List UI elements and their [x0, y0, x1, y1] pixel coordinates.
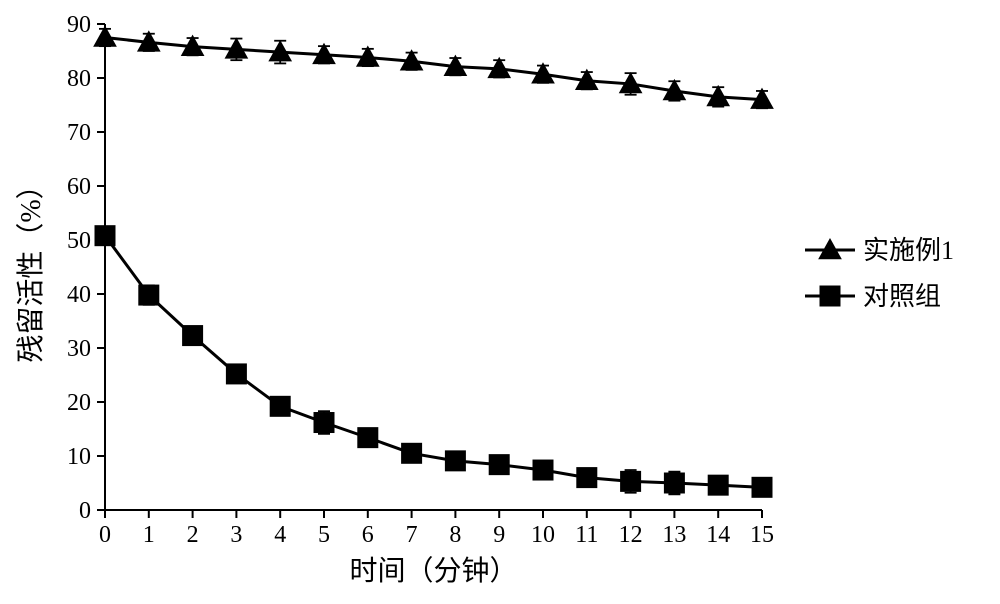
- data-marker: [445, 451, 465, 471]
- data-marker: [183, 326, 203, 346]
- x-tick-label: 7: [406, 522, 418, 548]
- x-tick-label: 13: [662, 522, 686, 548]
- x-tick-label: 10: [531, 522, 555, 548]
- y-tick-label: 90: [67, 12, 91, 38]
- x-tick-label: 3: [230, 522, 242, 548]
- x-tick-label: 2: [187, 522, 199, 548]
- x-tick-label: 9: [493, 522, 505, 548]
- data-marker: [358, 428, 378, 448]
- x-tick-label: 4: [274, 522, 286, 548]
- x-tick-label: 6: [362, 522, 374, 548]
- x-tick-label: 0: [99, 522, 111, 548]
- y-tick-label: 60: [67, 174, 91, 200]
- y-tick-label: 50: [67, 228, 91, 254]
- data-marker: [226, 364, 246, 384]
- legend-marker: [820, 286, 840, 306]
- data-marker: [621, 471, 641, 491]
- data-marker: [95, 226, 115, 246]
- y-tick-label: 40: [67, 282, 91, 308]
- x-tick-label: 8: [449, 522, 461, 548]
- data-marker: [314, 413, 334, 433]
- y-tick-label: 80: [67, 66, 91, 92]
- chart-container: 0102030405060708090012345678910111213141…: [0, 0, 1000, 599]
- data-marker: [664, 473, 684, 493]
- x-tick-label: 14: [706, 522, 730, 548]
- data-marker: [708, 475, 728, 495]
- data-marker: [752, 477, 772, 497]
- x-tick-label: 5: [318, 522, 330, 548]
- y-axis-label: 残留活性（%）: [15, 171, 47, 362]
- y-tick-label: 30: [67, 336, 91, 362]
- data-marker: [402, 443, 422, 463]
- x-axis-label: 时间（分钟）: [349, 555, 517, 587]
- x-tick-label: 11: [575, 522, 598, 548]
- x-tick-label: 1: [143, 522, 155, 548]
- data-marker: [533, 460, 553, 480]
- x-tick-label: 15: [750, 522, 774, 548]
- y-tick-label: 20: [67, 390, 91, 416]
- line-chart: 0102030405060708090012345678910111213141…: [0, 0, 1000, 599]
- legend-label: 实施例1: [863, 236, 954, 265]
- data-marker: [270, 396, 290, 416]
- y-tick-label: 0: [79, 498, 91, 524]
- x-tick-label: 12: [619, 522, 643, 548]
- y-tick-label: 70: [67, 120, 91, 146]
- legend-label: 对照组: [863, 282, 941, 311]
- data-marker: [577, 468, 597, 488]
- data-marker: [139, 285, 159, 305]
- data-marker: [489, 455, 509, 475]
- y-tick-label: 10: [67, 444, 91, 470]
